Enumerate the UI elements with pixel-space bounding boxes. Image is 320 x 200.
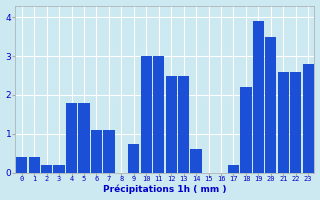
Bar [190, 149, 202, 173]
Bar [128, 144, 140, 173]
Bar [228, 165, 239, 173]
Bar [265, 37, 276, 173]
Bar [141, 56, 152, 173]
X-axis label: Précipitations 1h ( mm ): Précipitations 1h ( mm ) [103, 185, 227, 194]
Bar [41, 165, 52, 173]
Bar [66, 103, 77, 173]
Bar [303, 64, 314, 173]
Bar [240, 87, 252, 173]
Bar [16, 157, 27, 173]
Bar [165, 76, 177, 173]
Bar [253, 21, 264, 173]
Bar [28, 157, 40, 173]
Bar [153, 56, 164, 173]
Bar [178, 76, 189, 173]
Bar [278, 72, 289, 173]
Bar [103, 130, 115, 173]
Bar [53, 165, 65, 173]
Bar [290, 72, 301, 173]
Bar [78, 103, 90, 173]
Bar [91, 130, 102, 173]
